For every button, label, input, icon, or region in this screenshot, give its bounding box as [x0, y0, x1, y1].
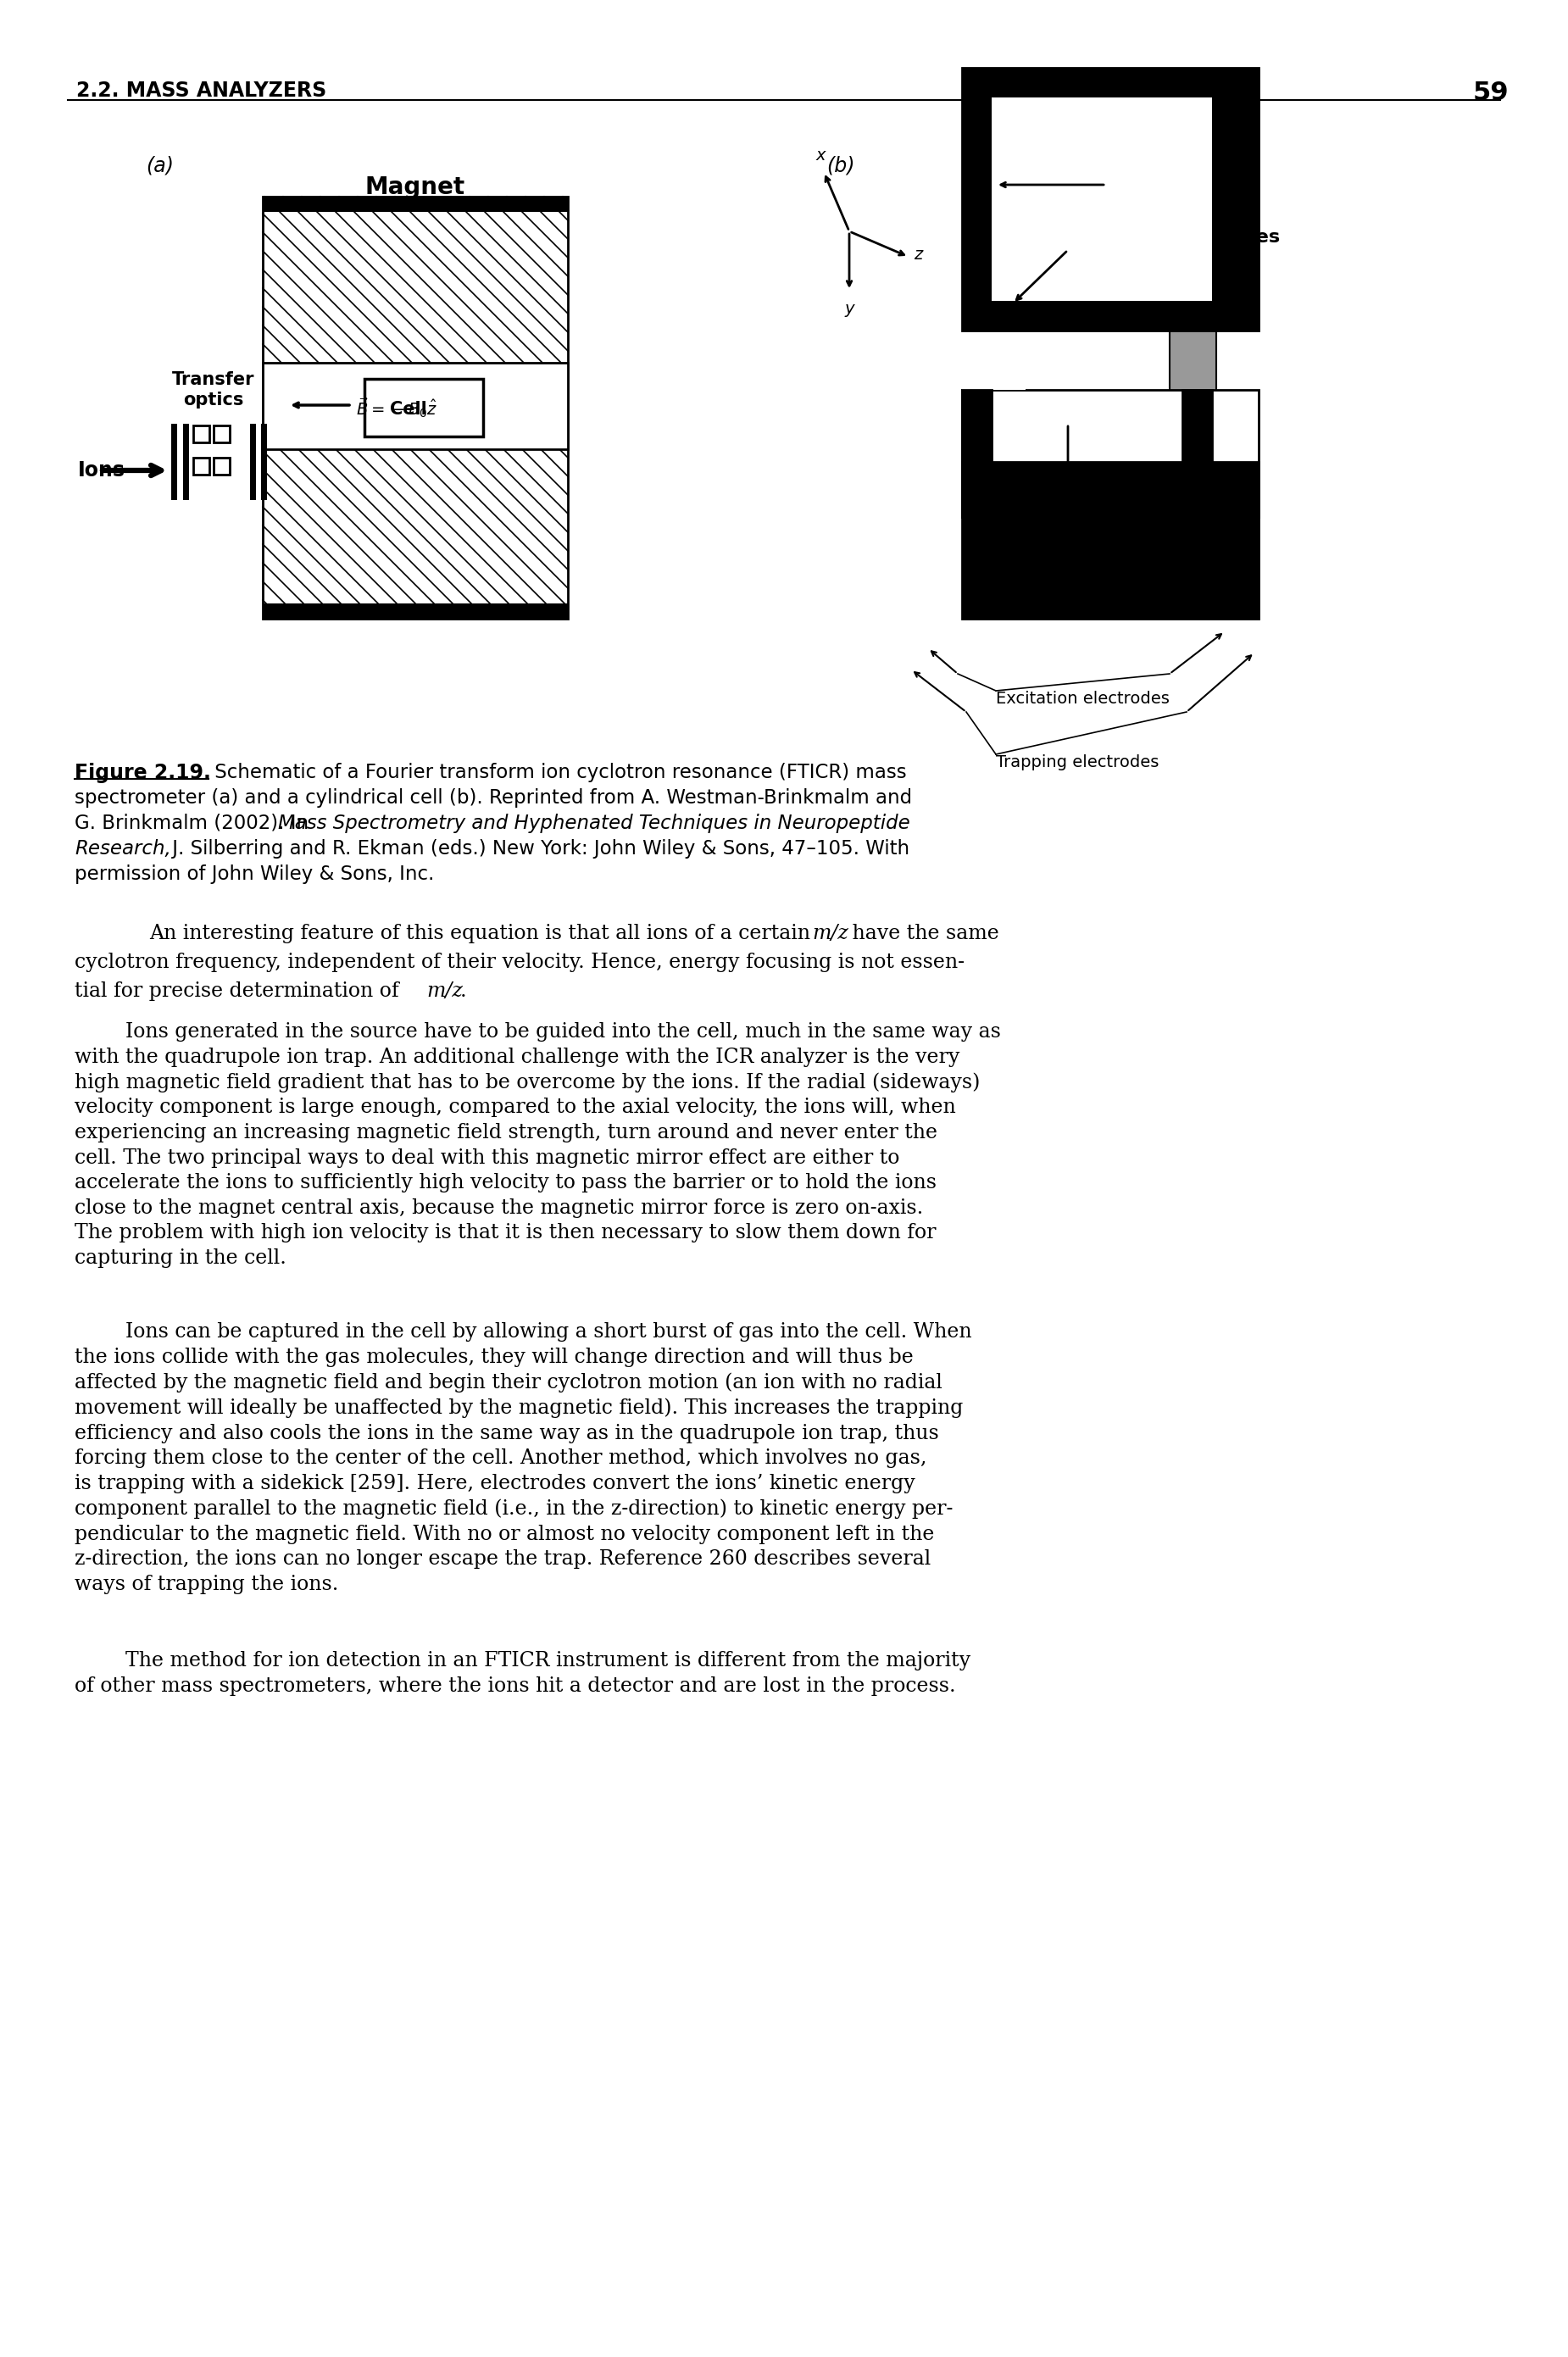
Bar [249, 424, 256, 500]
Bar [193, 427, 210, 443]
Bar [263, 196, 568, 212]
Text: Cell: Cell [390, 401, 426, 417]
Text: Transfer
optics: Transfer optics [172, 370, 256, 408]
Text: permission of John Wiley & Sons, Inc.: permission of John Wiley & Sons, Inc. [75, 865, 434, 884]
Text: J. Silberring and R. Ekman (eds.) New York: John Wiley & Sons, 47–105. With: J. Silberring and R. Ekman (eds.) New Yo… [166, 839, 909, 858]
Bar [213, 427, 229, 443]
Text: $\vec{B}=-B_0\hat{z}$: $\vec{B}=-B_0\hat{z}$ [356, 396, 437, 420]
Bar [364, 379, 483, 436]
Text: The method for ion detection in an FTICR instrument is different from the majori: The method for ion detection in an FTICR… [75, 1650, 971, 1695]
Text: Magnet: Magnet [365, 174, 466, 200]
Text: x: x [815, 148, 825, 163]
Text: .: . [461, 981, 467, 1002]
Bar [183, 424, 190, 500]
Text: 2.2. MASS ANALYZERS: 2.2. MASS ANALYZERS [77, 80, 326, 101]
Text: An interesting feature of this equation is that all ions of a certain: An interesting feature of this equation … [149, 924, 817, 943]
Bar [963, 467, 991, 493]
Bar [171, 424, 177, 500]
Polygon shape [1170, 302, 1217, 516]
Text: m/z: m/z [812, 924, 848, 943]
Text: Ions generated in the source have to be guided into the cell, much in the same w: Ions generated in the source have to be … [75, 1023, 1000, 1268]
Bar [263, 363, 568, 450]
Text: $\vec{B}=-B_0\hat{z}$: $\vec{B}=-B_0\hat{z}$ [1110, 177, 1185, 198]
Text: Ions: Ions [78, 460, 125, 481]
Text: G. Brinkmalm (2002). In: G. Brinkmalm (2002). In [75, 813, 315, 832]
Text: Mass Spectrometry and Hyphenated Techniques in Neuropeptide: Mass Spectrometry and Hyphenated Techniq… [278, 813, 909, 832]
Bar [263, 196, 568, 618]
Bar [991, 97, 1212, 302]
Bar [963, 68, 1259, 330]
Text: z: z [914, 245, 922, 262]
Text: 59: 59 [1472, 80, 1508, 106]
Text: Excitation electrodes: Excitation electrodes [996, 691, 1170, 707]
Text: Ions can be captured in the cell by allowing a short burst of gas into the cell.: Ions can be captured in the cell by allo… [75, 1322, 972, 1593]
Text: Detection electrodes: Detection electrodes [1058, 229, 1279, 245]
Bar [260, 424, 267, 500]
Text: Research,: Research, [75, 839, 171, 858]
Text: cyclotron frequency, independent of their velocity. Hence, energy focusing is no: cyclotron frequency, independent of thei… [75, 952, 964, 971]
Bar [1182, 389, 1212, 516]
Text: have the same: have the same [845, 924, 999, 943]
Bar [963, 389, 1259, 516]
Text: (b): (b) [826, 156, 855, 174]
Text: (a): (a) [146, 156, 174, 174]
Bar [263, 603, 568, 618]
Text: m/z: m/z [426, 981, 463, 1002]
Text: Schematic of a Fourier transform ion cyclotron resonance (FTICR) mass: Schematic of a Fourier transform ion cyc… [209, 764, 906, 783]
Bar [963, 389, 991, 516]
Text: Trapping electrodes: Trapping electrodes [996, 754, 1159, 771]
Bar [193, 457, 210, 474]
Bar [963, 365, 1025, 389]
Text: y: y [845, 302, 855, 316]
Text: Figure 2.19.: Figure 2.19. [75, 764, 212, 783]
Text: spectrometer (a) and a cylindrical cell (b). Reprinted from A. Westman-Brinkmalm: spectrometer (a) and a cylindrical cell … [75, 787, 913, 808]
Bar [213, 457, 229, 474]
Text: tial for precise determination of: tial for precise determination of [75, 981, 405, 1002]
Bar [963, 462, 1259, 618]
